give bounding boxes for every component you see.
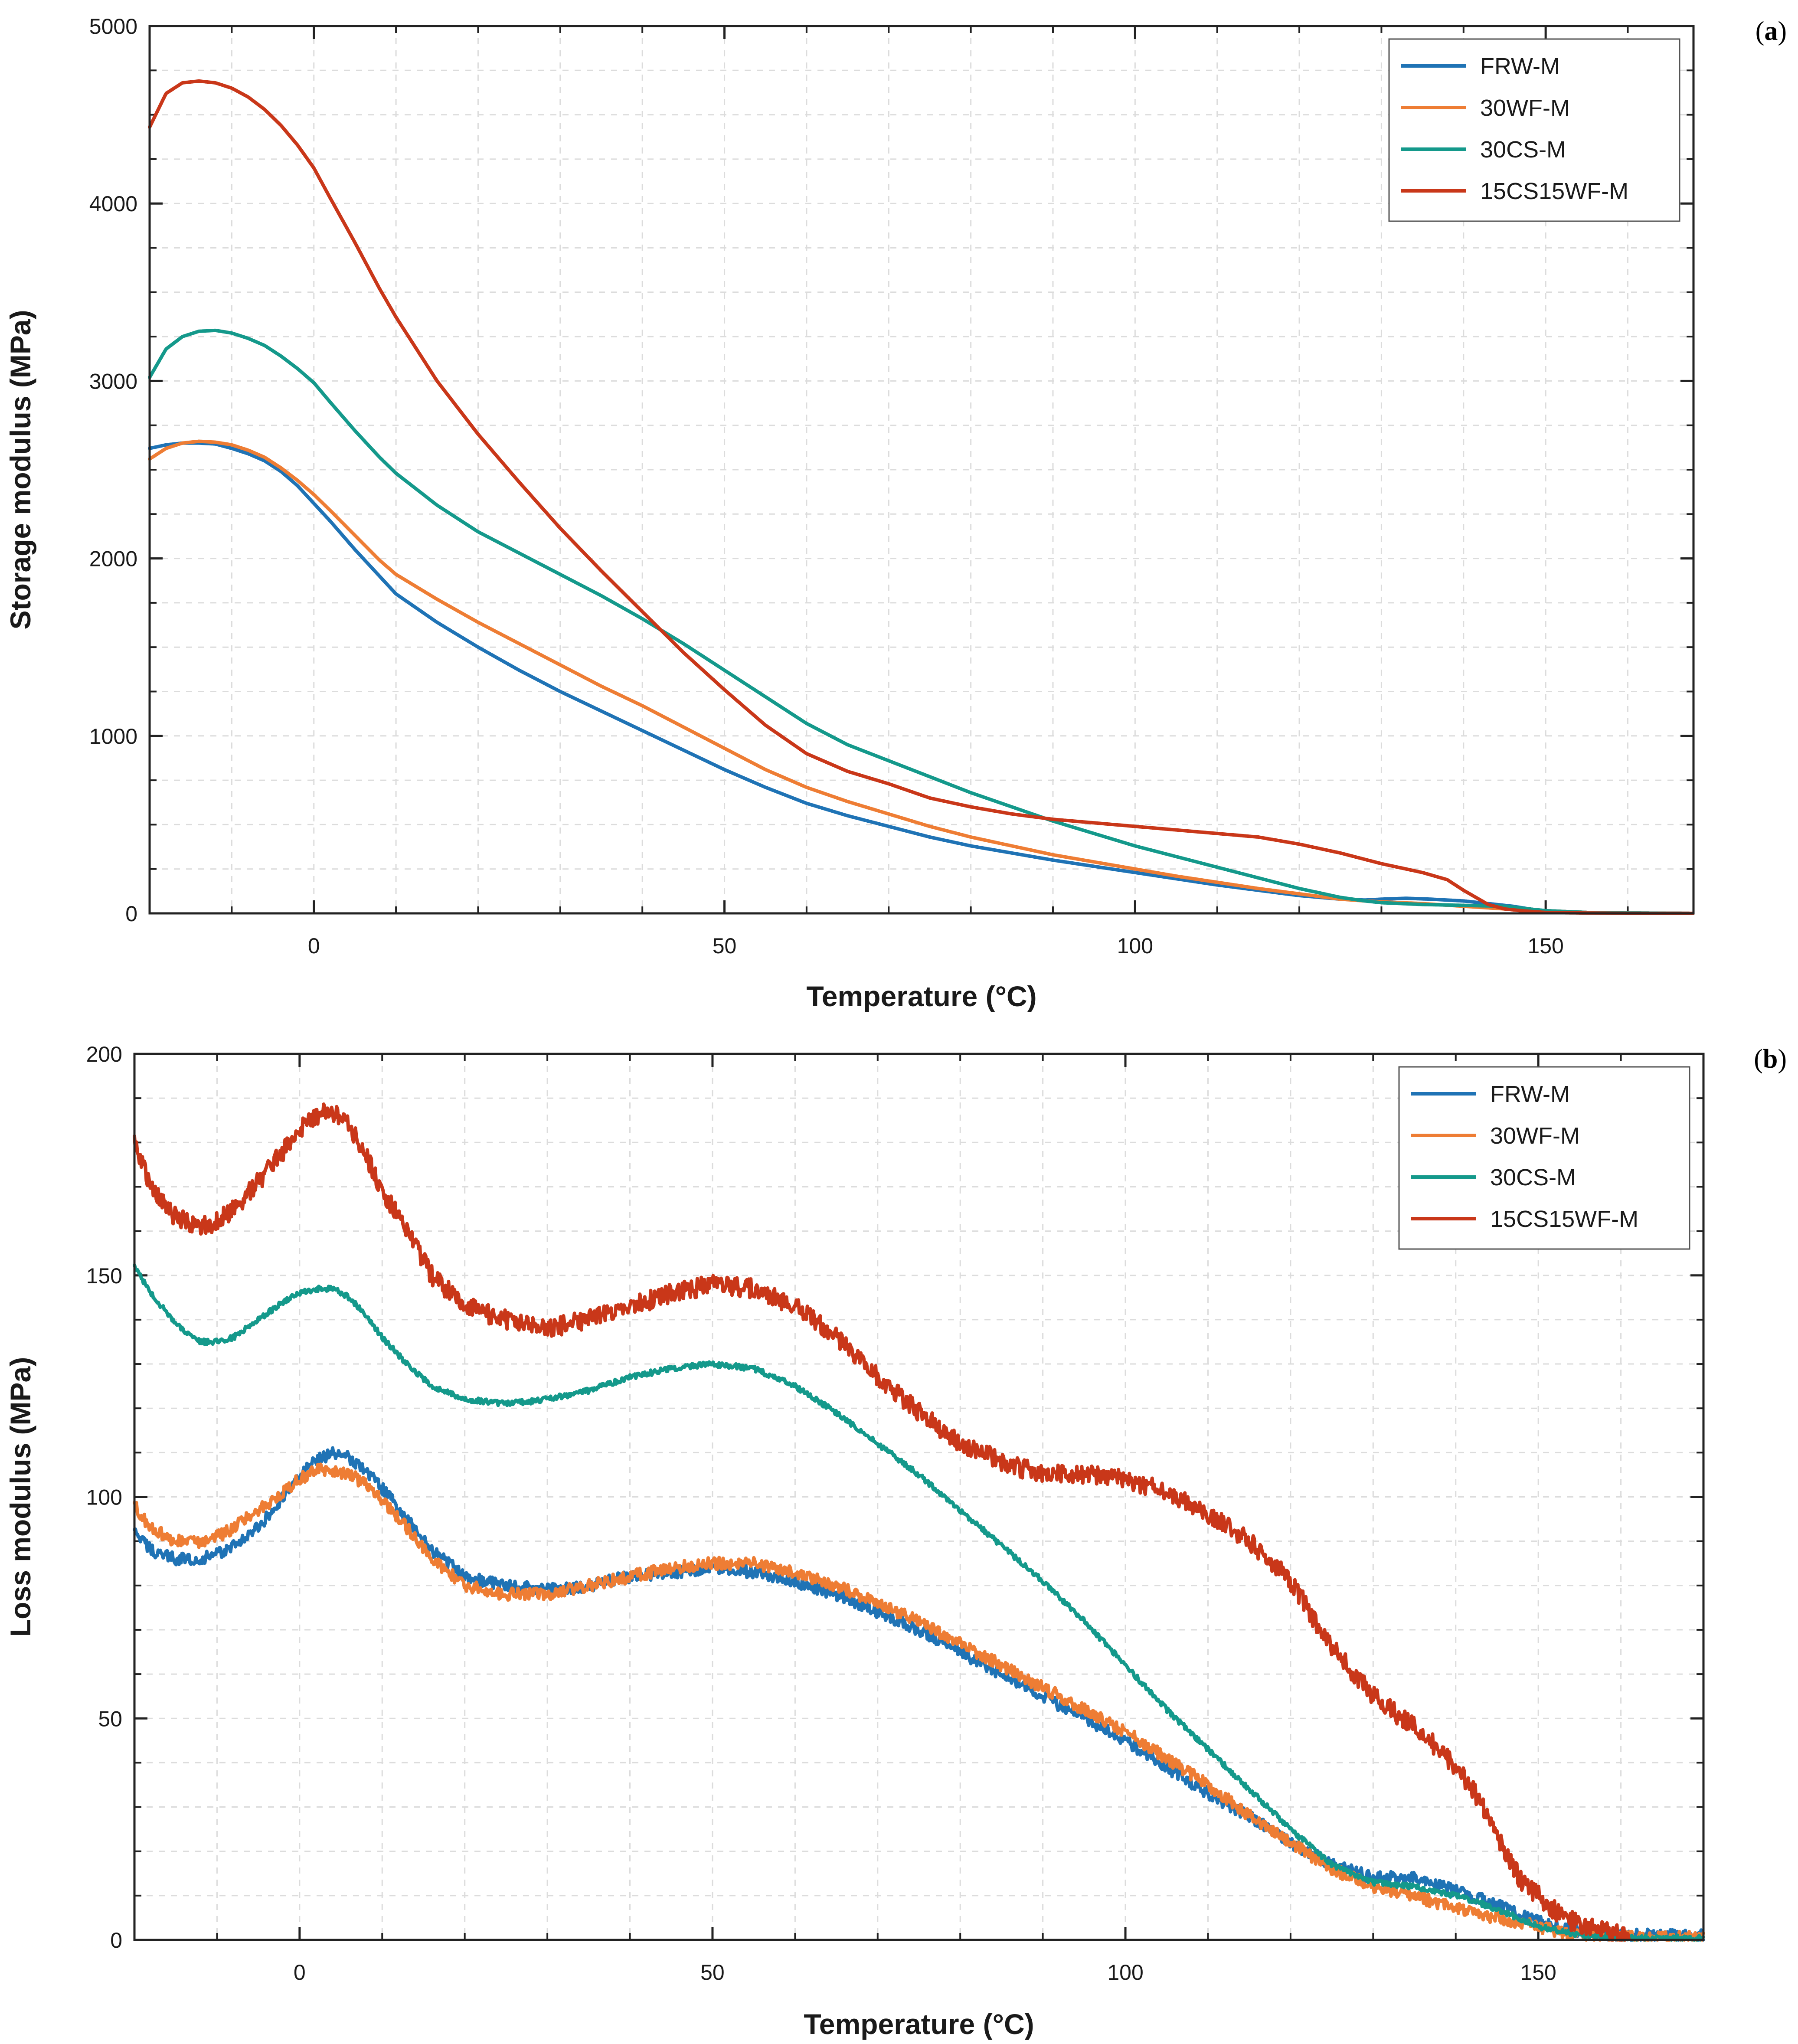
x-axis-title: Temperature (°C) bbox=[804, 2008, 1034, 2040]
x-tick-label: 50 bbox=[713, 934, 737, 958]
series-line-30wf-m bbox=[148, 439, 1695, 915]
x-tick-label: 100 bbox=[1107, 1960, 1143, 1985]
y-tick-label: 150 bbox=[86, 1264, 122, 1288]
x-tick-label: 100 bbox=[1117, 934, 1153, 958]
y-tick-label: 0 bbox=[125, 902, 137, 926]
x-axis-title: Temperature (°C) bbox=[806, 980, 1036, 1012]
y-axis-title: Storage modulus (MPa) bbox=[4, 310, 36, 629]
legend-label-15cs15wf-m: 15CS15WF-M bbox=[1490, 1206, 1638, 1232]
y-tick-label: 0 bbox=[110, 1928, 122, 1952]
panel-label-open: ( bbox=[1754, 1044, 1763, 1074]
legend: FRW-M 30WF-M 30CS-M 15CS15WF-M bbox=[1388, 38, 1680, 222]
tick-labels: 0 50 100 150 0 1000 2000 3000 4000 5000 bbox=[89, 14, 1564, 958]
panel-label-letter: a bbox=[1764, 16, 1778, 46]
plot-frame bbox=[133, 1053, 1705, 1941]
panel-label-close: ) bbox=[1778, 16, 1787, 46]
tick-labels: 0 50 100 150 0 50 100 150 200 bbox=[86, 1042, 1556, 1985]
chart-panel-a: 0 50 100 150 0 1000 2000 3000 4000 5000 Temperatur… bbox=[4, 14, 1787, 1012]
panel-label-close: ) bbox=[1778, 1044, 1787, 1074]
y-tick-label: 100 bbox=[86, 1485, 122, 1510]
y-tick-label: 4000 bbox=[89, 192, 137, 216]
y-tick-label: 2000 bbox=[89, 547, 137, 571]
series-line-30cs-m bbox=[133, 1263, 1705, 1942]
y-axis-title: Loss modulus (MPa) bbox=[4, 1357, 36, 1637]
x-tick-label: 0 bbox=[308, 934, 320, 958]
plot-frame bbox=[148, 25, 1695, 915]
panel-label-open: ( bbox=[1756, 16, 1765, 46]
series-line-frw-m bbox=[133, 1446, 1705, 1942]
ticks bbox=[149, 25, 1693, 915]
chart-panel-b: 0 50 100 150 0 50 100 150 200 Temperature (°C) Los… bbox=[4, 1042, 1787, 2040]
x-tick-label: 0 bbox=[294, 1960, 306, 1985]
y-tick-label: 200 bbox=[86, 1042, 122, 1066]
legend: FRW-M 30WF-M 30CS-M 15CS15WF-M bbox=[1398, 1066, 1690, 1250]
legend-label-30cs-m: 30CS-M bbox=[1490, 1164, 1576, 1190]
x-tick-label: 150 bbox=[1527, 934, 1563, 958]
panel-label: (a) bbox=[1756, 16, 1787, 46]
legend-label-15cs15wf-m: 15CS15WF-M bbox=[1480, 178, 1628, 204]
y-tick-label: 3000 bbox=[89, 369, 137, 393]
x-tick-label: 50 bbox=[700, 1960, 725, 1985]
series-line-30cs-m bbox=[148, 328, 1695, 915]
y-tick-label: 5000 bbox=[89, 14, 137, 39]
series-line-15cs15wf-m bbox=[148, 79, 1695, 915]
panel-label: (b) bbox=[1754, 1044, 1787, 1074]
y-tick-label: 1000 bbox=[89, 724, 137, 749]
y-tick-label: 50 bbox=[98, 1707, 122, 1731]
series-group bbox=[133, 1102, 1705, 1942]
series-line-30wf-m bbox=[133, 1462, 1705, 1942]
legend-label-30wf-m: 30WF-M bbox=[1480, 95, 1570, 121]
series-group bbox=[148, 79, 1695, 915]
series-line-15cs15wf-m bbox=[133, 1102, 1631, 1942]
legend-label-30wf-m: 30WF-M bbox=[1490, 1123, 1580, 1149]
legend-label-30cs-m: 30CS-M bbox=[1480, 137, 1566, 163]
grid bbox=[134, 1054, 1703, 1940]
legend-label-frw-m: FRW-M bbox=[1480, 53, 1560, 79]
panel-label-letter: b bbox=[1763, 1044, 1778, 1074]
x-tick-label: 150 bbox=[1520, 1960, 1556, 1985]
series-line-frw-m bbox=[148, 441, 1695, 915]
legend-label-frw-m: FRW-M bbox=[1490, 1081, 1570, 1107]
